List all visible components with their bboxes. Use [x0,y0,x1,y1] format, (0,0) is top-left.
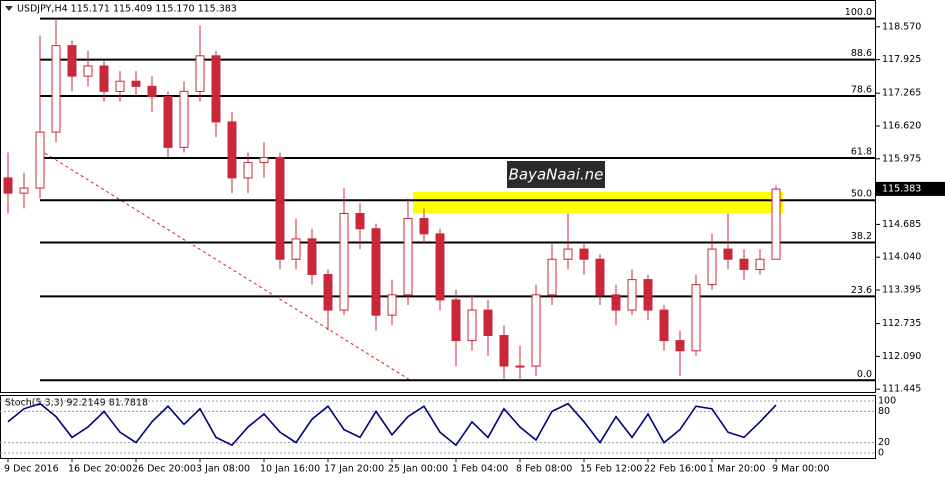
candle-body [403,218,413,296]
y-tick-label: 118.570 [882,21,921,32]
candle-body [579,248,589,260]
candle-body [451,299,461,342]
candle-body [147,85,157,97]
x-tick-label: 17 Jan 20:00 [324,464,384,475]
candle-body [323,273,333,311]
candle-body [435,233,445,301]
y-tick-label: 114.685 [882,219,921,230]
candle-body [499,335,509,367]
trend-line [39,149,411,381]
candle-body [643,279,653,311]
x-tick-label: 25 Jan 00:00 [388,464,448,475]
candle-body [3,177,13,194]
highlight-zone [413,192,783,213]
candle-body [19,187,29,194]
stoch-tick-label: 80 [878,406,890,417]
candle-body [115,80,125,92]
candle-body [339,212,349,311]
x-tick-label: 16 Dec 20:00 [68,464,132,475]
fib-label: 78.6 [851,84,872,95]
y-tick-label: 111.445 [882,384,921,395]
candle-body [547,258,557,296]
x-tick-label: 1 Mar 20:00 [708,464,765,475]
x-tick-label: 9 Mar 00:00 [772,464,829,475]
candle-body [355,212,365,230]
candle-body [675,340,685,352]
candle-body [163,95,173,148]
stoch-tick-label: 100 [878,396,896,407]
symbol-icon [5,6,13,11]
candle-body [35,131,45,189]
fib-label: 23.6 [851,285,872,296]
current-price-label: 115.383 [882,183,921,194]
y-tick-label: 117.265 [882,88,921,99]
candle-body [595,258,605,296]
candle-body [211,55,221,123]
candle-body [419,218,429,235]
y-tick-label: 115.975 [882,153,921,164]
fib-label: 100.0 [845,7,872,18]
chart-title: USDJPY,H4 115.171 115.409 115.170 115.38… [17,4,237,15]
candle-body [195,55,205,92]
candle-body [771,188,781,260]
candle-body [291,238,301,260]
current-price-box [876,181,945,196]
y-tick-label: 112.090 [882,351,921,362]
candle-body [387,294,397,316]
y-tick-label: 114.040 [882,252,921,263]
stoch-line [7,402,777,447]
x-tick-label: 22 Feb 16:00 [644,464,706,475]
watermark: BayaNaai.ne [509,166,604,184]
candle-body [83,65,93,77]
candle-body [483,309,493,337]
x-tick-label: 3 Jan 08:00 [196,464,250,475]
fib-label: 0.0 [857,369,872,380]
candle-body [259,157,269,164]
watermark-box [507,161,605,188]
stoch-title: Stoch(5,3,3) 92.2149 81.7818 [5,398,148,409]
y-tick-label: 113.395 [882,285,921,296]
stoch-tick-label: 20 [878,437,890,448]
x-tick-label: 10 Jan 16:00 [260,464,320,475]
candle-body [243,162,253,179]
y-tick-label: 116.620 [882,120,921,131]
x-tick-label: 1 Feb 04:00 [452,464,508,475]
fib-label: 50.0 [851,189,872,200]
candle-body [307,238,317,275]
fib-label: 61.8 [851,147,872,158]
candle-body [755,258,765,270]
candle-body [275,157,285,260]
x-tick-label: 15 Feb 12:00 [580,464,642,475]
fib-label: 38.2 [851,231,872,242]
candle-body [627,279,637,311]
candle-body [51,45,61,133]
stoch-panel [0,395,876,459]
candle-body [611,294,621,311]
stoch-tick-label: 0 [878,448,884,459]
candle-body [371,228,381,316]
candle-body [467,309,477,342]
candle-body [99,65,109,92]
y-tick-label: 117.925 [882,54,921,65]
candle-body [739,258,749,270]
candle-body [707,248,717,286]
x-tick-label: 8 Feb 08:00 [516,464,572,475]
candle-body [131,80,141,87]
candle-body [563,248,573,260]
fib-label: 88.6 [851,48,872,59]
x-tick-label: 9 Dec 2016 [4,464,59,475]
candle-body [179,90,189,148]
candle-body [659,309,669,342]
candle-body [691,284,701,352]
candle-body [67,45,77,77]
candle-body [515,365,525,368]
candle-body [531,294,541,367]
y-tick-label: 112.735 [882,318,921,329]
x-tick-label: 26 Dec 20:00 [132,464,196,475]
candle-body [723,248,733,260]
candle-body [227,121,237,179]
